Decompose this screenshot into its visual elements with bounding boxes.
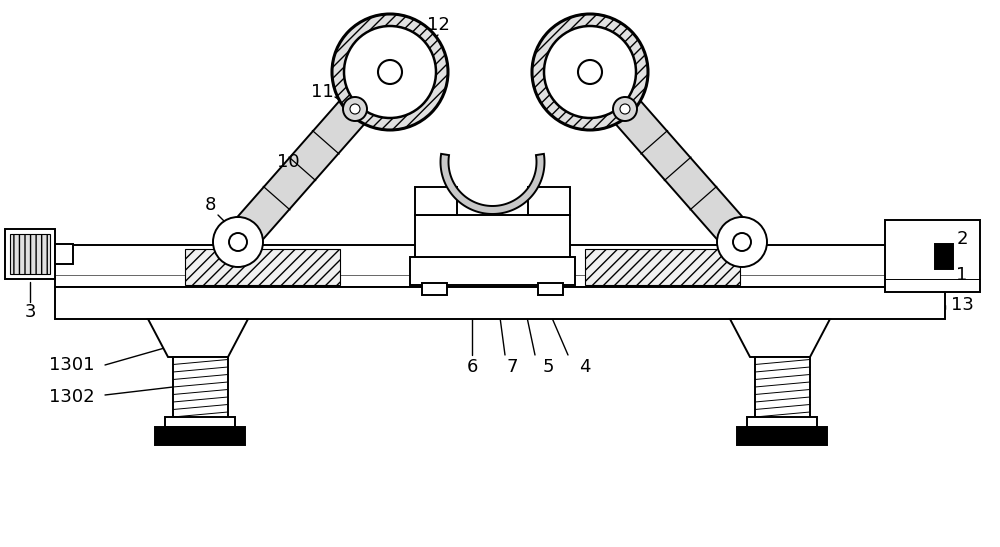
- Bar: [585, 249, 740, 285]
- Bar: [155, 427, 245, 445]
- Bar: [165, 417, 235, 427]
- Text: 6: 6: [466, 358, 478, 376]
- Bar: [415, 187, 457, 215]
- Polygon shape: [441, 154, 544, 214]
- Text: 10: 10: [277, 153, 299, 171]
- Text: 3: 3: [24, 303, 36, 321]
- Bar: [885, 220, 980, 292]
- Bar: [538, 283, 563, 295]
- Bar: [935, 244, 953, 269]
- Text: 2: 2: [956, 230, 968, 248]
- Circle shape: [213, 217, 263, 267]
- Bar: [10, 234, 50, 274]
- Bar: [737, 427, 827, 445]
- Polygon shape: [148, 319, 248, 357]
- Bar: [5, 229, 55, 279]
- Text: 13: 13: [951, 296, 973, 314]
- Bar: [410, 257, 575, 285]
- Bar: [173, 357, 228, 419]
- Text: 1301: 1301: [49, 356, 95, 374]
- Circle shape: [350, 104, 360, 114]
- Text: 7: 7: [506, 358, 518, 376]
- Circle shape: [229, 233, 247, 251]
- Circle shape: [620, 104, 630, 114]
- Circle shape: [532, 14, 648, 130]
- Text: 1302: 1302: [49, 388, 95, 406]
- Polygon shape: [730, 319, 830, 357]
- Bar: [422, 283, 447, 295]
- Bar: [528, 187, 570, 215]
- Circle shape: [343, 97, 367, 121]
- Text: 8: 8: [204, 196, 216, 214]
- Polygon shape: [225, 98, 368, 253]
- Circle shape: [544, 26, 636, 118]
- Polygon shape: [612, 98, 755, 253]
- Circle shape: [578, 60, 602, 84]
- Bar: [55, 244, 73, 264]
- Bar: [55, 245, 945, 287]
- Circle shape: [378, 60, 402, 84]
- Bar: [185, 249, 340, 285]
- Text: 5: 5: [542, 358, 554, 376]
- Text: 1: 1: [956, 266, 968, 284]
- Bar: [755, 357, 810, 419]
- Circle shape: [717, 217, 767, 267]
- Text: 11: 11: [311, 83, 333, 101]
- Bar: [747, 417, 817, 427]
- Circle shape: [613, 97, 637, 121]
- Text: 4: 4: [579, 358, 591, 376]
- Circle shape: [344, 26, 436, 118]
- Circle shape: [332, 14, 448, 130]
- Bar: [55, 287, 945, 319]
- Text: 12: 12: [427, 16, 449, 34]
- Bar: [415, 215, 570, 257]
- Circle shape: [733, 233, 751, 251]
